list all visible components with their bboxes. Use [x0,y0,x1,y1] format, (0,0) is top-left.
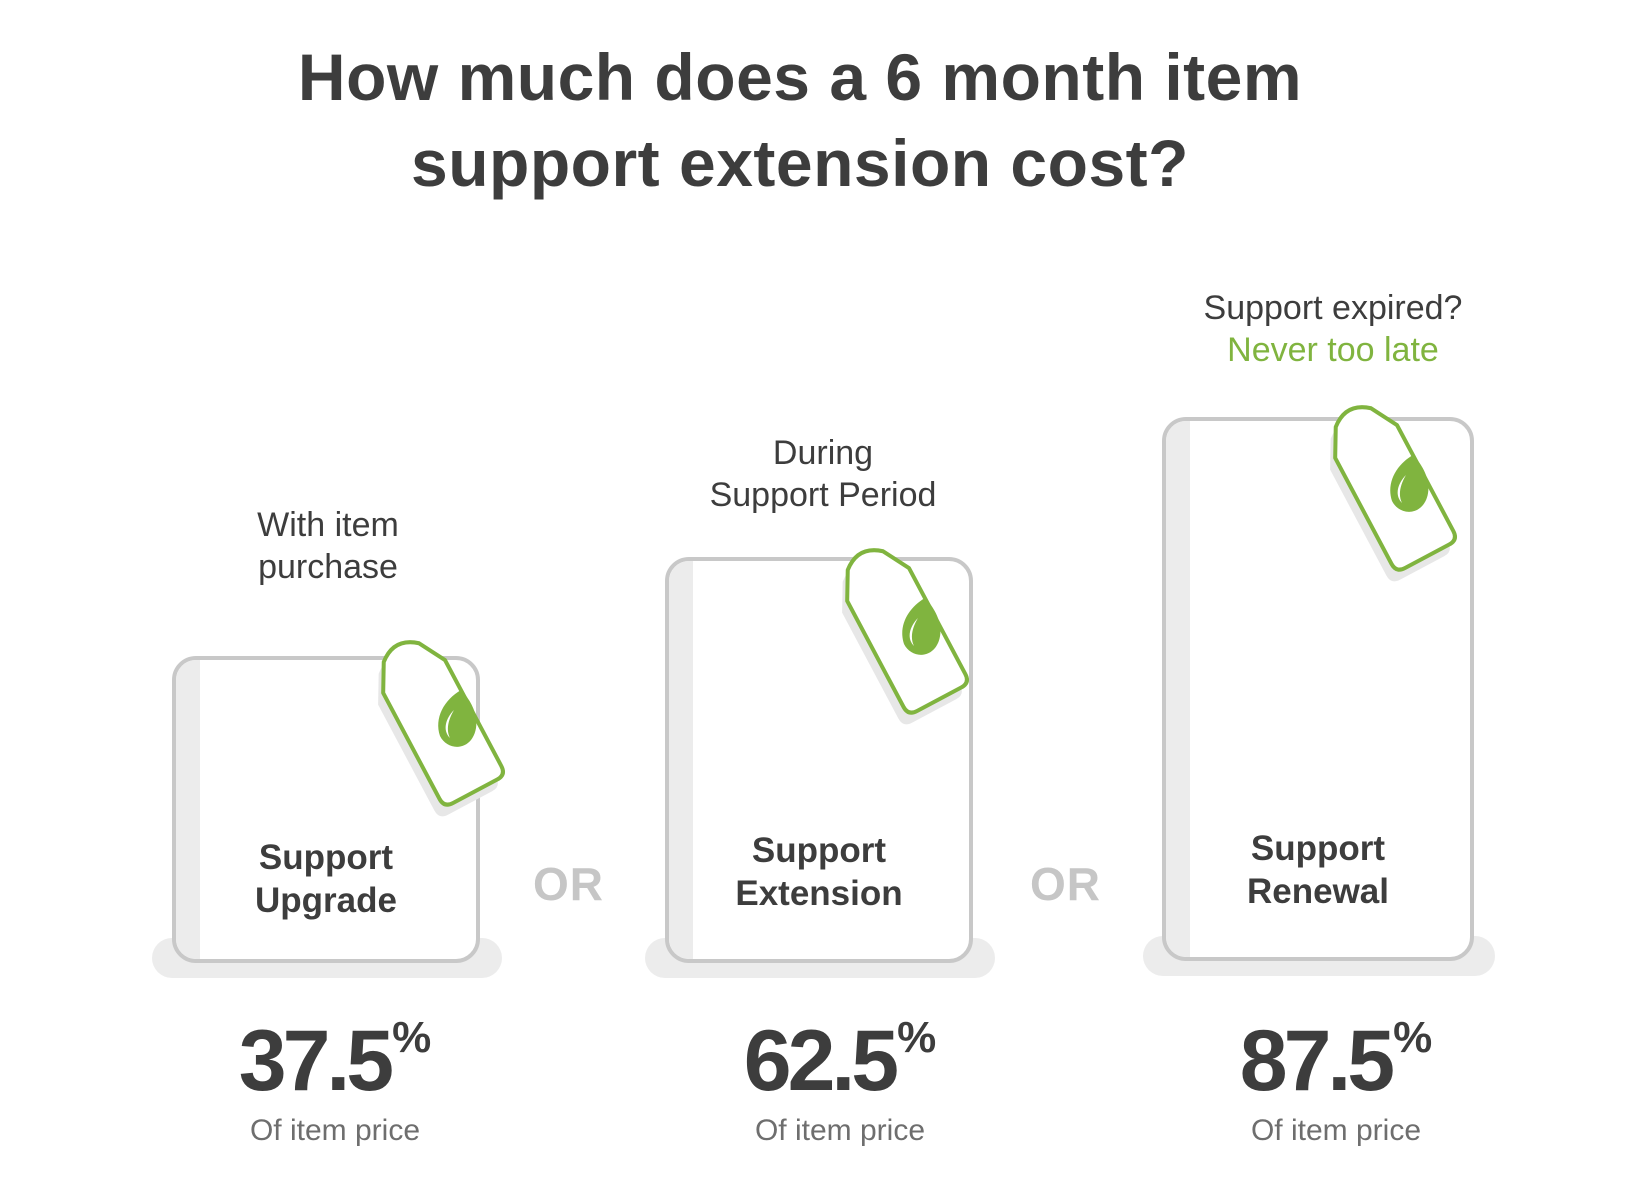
tier-2-label-line-2: Extension [735,874,903,913]
tier-3-box: Support Renewal [1162,417,1474,961]
tier-3-sub-label: Of item price [1250,1114,1422,1147]
tier-3-percent-value: 87.5 [1239,1013,1395,1109]
tier-2-label-line-1: Support [751,831,887,870]
tier-1-caption-line-2: purchase [258,548,398,586]
tier-2-sub-label: Of item price [754,1114,926,1147]
tier-1-caption: With item purchase [178,504,478,588]
tier-2-percent-value: 62.5 [743,1013,899,1109]
tier-3-percent-sign: % [1393,1013,1433,1062]
tier-2-percent-sign: % [897,1013,937,1062]
page-title: How much does a 6 month item support ext… [0,34,1600,206]
tier-2-caption: During Support Period [673,432,973,516]
tier-3-label-line-2: Renewal [1247,872,1389,911]
title-line-2: support extension cost? [411,126,1189,200]
tier-2-caption-line-2: Support Period [709,476,937,514]
tier-2-caption-line-1: During [772,434,874,472]
tier-1-caption-line-1: With item [257,506,399,544]
tier-1-percent-sign: % [392,1013,432,1062]
tier-3-box-label: Support Renewal [1166,827,1470,913]
price-tag-icon [842,548,969,725]
tier-1-box-shade [176,660,200,959]
tier-1-label-line-1: Support [258,838,394,877]
envato-leaf-icon [1390,455,1429,512]
envato-leaf-icon [438,690,477,747]
or-separator-1: OR [533,858,604,910]
tier-1-sub-label: Of item price [249,1114,421,1147]
tier-1-label-line-2: Upgrade [255,881,397,920]
tier-2-box-label: Support Extension [669,829,969,915]
tier-3-caption-line-1: Support expired? [1203,289,1463,327]
envato-leaf-icon [902,598,941,655]
or-separator-2: OR [1030,858,1101,910]
title-line-1: How much does a 6 month item [297,40,1303,114]
tier-2-box-shade [669,561,693,959]
tier-3-caption-line-2: Never too late [1227,331,1439,369]
tier-3-caption: Support expired? Never too late [1153,287,1513,371]
tier-2-percent: 62.5% [680,1012,1000,1111]
price-tag-icon [1330,405,1457,582]
price-tag-icon [378,640,505,817]
tier-3-label-line-1: Support [1250,829,1386,868]
tier-3-percent: 87.5% [1176,1012,1496,1111]
tier-3-box-shade [1166,421,1190,957]
tier-1-box-label: Support Upgrade [176,836,476,922]
tier-1-percent: 37.5% [175,1012,495,1111]
tier-1-percent-value: 37.5 [238,1013,394,1109]
